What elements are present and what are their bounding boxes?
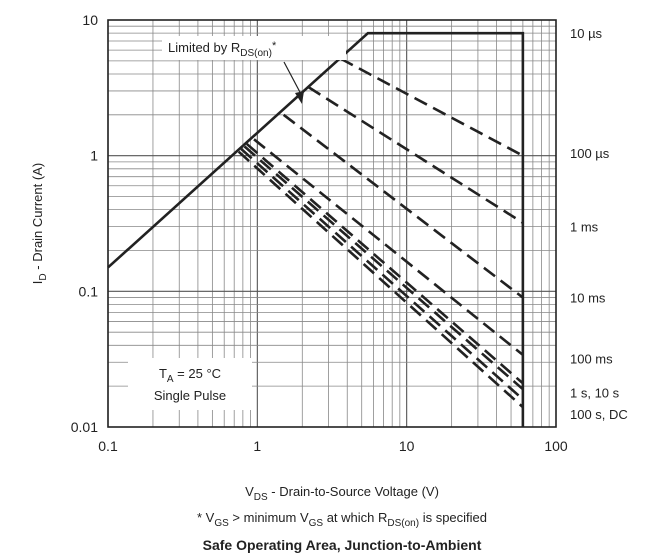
- x-tick-label: 1: [253, 438, 261, 454]
- curve-label: 10 µs: [570, 26, 603, 41]
- fn-mid2: at which R: [323, 510, 387, 525]
- curve-label-background: [568, 348, 652, 365]
- series-line-1-ms: [307, 86, 524, 224]
- limit-line-rdson: [107, 31, 525, 427]
- series-line-100-ms: [253, 138, 524, 356]
- y-axis-label: ID - Drain Current (A): [30, 163, 49, 284]
- limited-prefix: Limited by R: [168, 40, 240, 55]
- conditions-single-pulse: Single Pulse: [154, 388, 226, 403]
- conditions-annotation: TA = 25 °C Single Pulse: [128, 358, 252, 410]
- limited-annotation-background: [162, 36, 346, 60]
- curve-label: 100 ms: [570, 351, 613, 366]
- x-label-sub: DS: [254, 492, 268, 503]
- series-line-10-s: [243, 145, 524, 391]
- curve-label: 10 ms: [570, 291, 606, 306]
- curve-label-background: [568, 382, 652, 399]
- curve-label-background: [568, 403, 652, 420]
- curve-label: 100 s, DC: [570, 407, 628, 422]
- cond-value: = 25 °C: [174, 366, 221, 381]
- curve-label-background: [568, 216, 652, 233]
- x-tick-label: 100: [544, 438, 568, 454]
- curve-label-background: [568, 287, 652, 304]
- fn-suffix: is specified: [419, 510, 487, 525]
- y-label-sub: D: [38, 273, 49, 280]
- series-line-1-s: [245, 142, 524, 385]
- y-tick-label: 10: [82, 12, 98, 28]
- curve-label-background: [568, 142, 652, 159]
- limited-suffix: *: [272, 40, 277, 52]
- x-label-main: V: [245, 484, 254, 499]
- series-layer: [107, 31, 525, 427]
- conditions-background: [128, 358, 252, 410]
- curve-label: 100 µs: [570, 146, 610, 161]
- fn-sub3: DS(on): [387, 518, 419, 529]
- cond-sub: A: [167, 374, 174, 385]
- y-tick-label: 0.01: [71, 419, 98, 435]
- x-tick-label: 10: [399, 438, 415, 454]
- curve-label: 1 ms: [570, 220, 599, 235]
- y-label-rest: - Drain Current (A): [30, 163, 45, 274]
- series-line-100-s: [339, 57, 524, 157]
- y-tick-label: 0.1: [79, 283, 99, 299]
- limited-annotation-text: Limited by RDS(on)*: [168, 40, 277, 59]
- limited-arrow-line: [283, 61, 303, 97]
- y-label-main: I: [30, 281, 45, 285]
- curve-labels: 10 µs 100 µs 1 ms 10 ms 100 ms 1 s, 10 s 100 s…: [568, 23, 652, 422]
- chart-title: Safe Operating Area, Junction-to-Ambient: [203, 537, 482, 553]
- x-label-rest: - Drain-to-Source Voltage (V): [268, 484, 439, 499]
- fn-sub1: GS: [214, 518, 229, 529]
- series-line-10-ms: [282, 113, 524, 299]
- fn-mid: > minimum V: [229, 510, 309, 525]
- limited-sub: DS(on): [240, 48, 272, 59]
- limited-by-rdson-annotation: Limited by RDS(on)*: [162, 36, 346, 104]
- curve-label-background: [568, 23, 652, 40]
- series-line-dc: [237, 150, 524, 409]
- series-line-100-s: [240, 148, 524, 401]
- conditions-temperature: TA = 25 °C: [159, 366, 221, 385]
- fn-sub2: GS: [309, 518, 324, 529]
- grid: [107, 20, 556, 428]
- x-axis-label: VDS - Drain-to-Source Voltage (V): [245, 484, 439, 503]
- y-tick-label: 1: [90, 148, 98, 164]
- limited-arrow-head: [295, 91, 304, 104]
- footnote: * VGS > minimum VGS at which RDS(on) is …: [197, 510, 487, 529]
- curve-label: 1 s, 10 s: [570, 385, 620, 400]
- fn-prefix: * V: [197, 510, 215, 525]
- cond-t: T: [159, 366, 167, 381]
- x-tick-label: 0.1: [98, 438, 118, 454]
- plot-frame: [107, 19, 557, 428]
